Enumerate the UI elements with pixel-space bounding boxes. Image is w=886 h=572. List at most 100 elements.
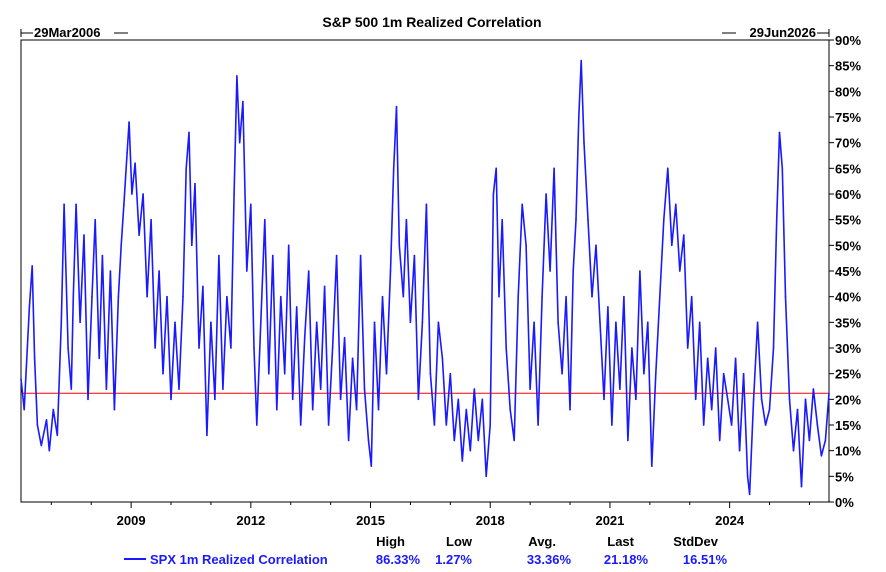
data-point: [655, 372, 657, 375]
data-point: [525, 244, 527, 247]
data-point: [70, 388, 73, 390]
data-point: [166, 295, 168, 298]
data-point: [188, 131, 190, 134]
data-point: [150, 218, 152, 221]
data-point: [398, 244, 401, 247]
x-tick-label: 2018: [476, 513, 505, 528]
data-point: [702, 424, 705, 426]
y-tick-label: 25%: [835, 367, 861, 382]
data-point: [764, 424, 767, 426]
data-point: [45, 419, 48, 421]
data-point: [268, 372, 270, 375]
y-tick-label: 60%: [835, 187, 861, 202]
data-point: [264, 218, 266, 221]
data-point: [40, 444, 43, 447]
y-tick-label: 80%: [835, 84, 861, 99]
data-point: [101, 254, 104, 257]
data-point: [495, 167, 498, 170]
data-point: [575, 218, 577, 221]
data-point: [395, 105, 398, 108]
data-point: [283, 372, 286, 375]
x-tick-label: 2012: [236, 513, 265, 528]
data-point: [370, 465, 373, 467]
data-point: [643, 372, 645, 375]
start-date-label: 29Mar2006: [34, 25, 101, 40]
data-point: [146, 295, 148, 298]
data-point: [820, 455, 823, 457]
data-point: [445, 424, 448, 426]
data-point: [113, 408, 116, 411]
data-point: [469, 449, 472, 452]
data-point: [690, 295, 693, 298]
data-point: [587, 218, 589, 221]
data-point: [233, 193, 235, 195]
data-point: [453, 439, 456, 442]
data-point: [505, 347, 508, 349]
data-point: [722, 372, 725, 375]
data-point: [599, 321, 601, 324]
data-point: [202, 285, 204, 288]
data-point: [347, 439, 350, 442]
data-point: [659, 295, 661, 298]
data-point: [760, 398, 763, 401]
data-point: [639, 270, 641, 272]
data-point: [623, 295, 625, 298]
data-point: [327, 424, 330, 426]
data-point: [367, 439, 370, 442]
data-point: [521, 203, 523, 206]
data-point: [816, 424, 819, 426]
data-point: [303, 336, 306, 339]
data-point: [565, 295, 567, 298]
data-point: [335, 254, 338, 257]
data-point: [533, 321, 535, 324]
data-point: [481, 398, 484, 401]
data-point: [105, 388, 108, 390]
data-point: [182, 295, 184, 298]
data-point: [409, 321, 412, 324]
data-point: [75, 203, 77, 206]
data-point: [291, 398, 294, 401]
data-point: [28, 306, 31, 308]
data-point: [287, 244, 290, 247]
data-point: [198, 347, 200, 349]
data-point: [425, 203, 428, 206]
data-point: [280, 295, 282, 298]
x-axis: 2009 2012 2015 2018 2021 2024: [50, 502, 810, 528]
data-point: [299, 424, 302, 426]
y-tick-label: 15%: [835, 418, 861, 433]
y-tick-label: 90%: [835, 33, 861, 48]
data-point: [315, 321, 318, 324]
data-point: [607, 306, 609, 308]
data-point: [800, 485, 803, 488]
data-point: [131, 193, 133, 195]
y-axis: 0% 5% 10% 15% 20% 25% 30% 35% 40% 45% 50% 55% 60% 65%…: [829, 33, 861, 510]
data-point: [437, 321, 440, 324]
data-point: [804, 398, 807, 401]
data-point: [752, 398, 755, 401]
data-point: [178, 388, 180, 390]
data-point: [683, 234, 685, 236]
data-point: [120, 244, 122, 247]
data-point: [509, 408, 512, 411]
data-point: [828, 392, 830, 395]
data-point: [572, 270, 574, 272]
data-point: [545, 193, 547, 195]
x-tick-label: 2009: [117, 513, 146, 528]
y-tick-label: 85%: [835, 59, 861, 74]
y-tick-label: 55%: [835, 213, 861, 228]
x-tick-label: 2021: [595, 513, 624, 528]
data-point: [726, 398, 729, 401]
data-point: [56, 434, 59, 437]
data-point: [72, 295, 75, 298]
data-point: [218, 254, 220, 257]
data-point: [194, 182, 196, 185]
data-point: [513, 439, 515, 442]
y-tick-label: 35%: [835, 315, 861, 330]
data-point: [714, 347, 717, 349]
data-point: [214, 398, 216, 401]
data-point: [417, 398, 420, 401]
data-point: [730, 424, 733, 426]
data-point: [517, 295, 519, 298]
data-point: [784, 295, 787, 298]
data-point: [756, 321, 759, 324]
